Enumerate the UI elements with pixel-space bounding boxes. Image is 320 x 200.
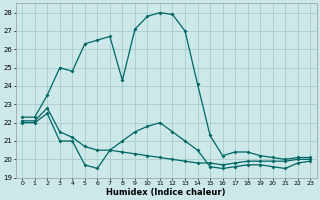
X-axis label: Humidex (Indice chaleur): Humidex (Indice chaleur) bbox=[107, 188, 226, 197]
